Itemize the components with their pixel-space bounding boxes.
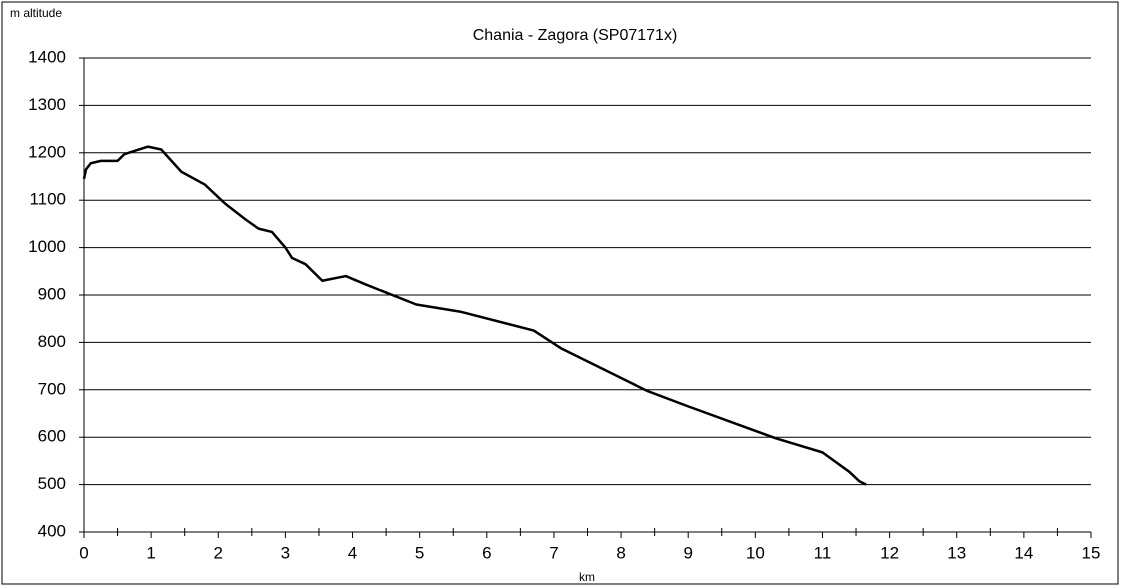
x-tick-label: 3 — [281, 543, 290, 562]
y-tick-label: 700 — [38, 379, 66, 398]
y-axis-label: m altitude — [10, 6, 62, 20]
x-tick-label: 2 — [214, 543, 223, 562]
y-tick-label: 600 — [38, 427, 66, 446]
y-tick-label: 1000 — [28, 237, 66, 256]
x-tick-label: 1 — [146, 543, 155, 562]
elevation-line — [82, 145, 867, 486]
y-tick-label: 800 — [38, 332, 66, 351]
x-tick-label: 12 — [880, 543, 899, 562]
y-tick-label: 400 — [38, 521, 66, 540]
x-tick-label: 14 — [1014, 543, 1033, 562]
x-axis-label: km — [579, 570, 595, 584]
x-tick-label: 13 — [947, 543, 966, 562]
y-tick-label: 1300 — [28, 95, 66, 114]
x-tick-label: 0 — [79, 543, 88, 562]
y-tick-label: 900 — [38, 284, 66, 303]
y-tick-label: 1100 — [29, 190, 66, 209]
chart-title: Chania - Zagora (SP07171x) — [473, 27, 678, 44]
x-tick-label: 7 — [549, 543, 558, 562]
y-tick-label: 1200 — [28, 142, 66, 161]
x-tick-label: 4 — [348, 543, 357, 562]
x-tick-label: 15 — [1082, 543, 1101, 562]
x-tick-label: 11 — [814, 543, 832, 562]
x-tick-label: 6 — [482, 543, 491, 562]
x-tick-label: 5 — [415, 543, 424, 562]
y-tick-label: 500 — [38, 474, 66, 493]
x-tick-label: 9 — [683, 543, 692, 562]
x-tick-label: 8 — [616, 543, 625, 562]
x-tick-label: 10 — [746, 543, 765, 562]
y-tick-label: 1400 — [28, 47, 66, 66]
